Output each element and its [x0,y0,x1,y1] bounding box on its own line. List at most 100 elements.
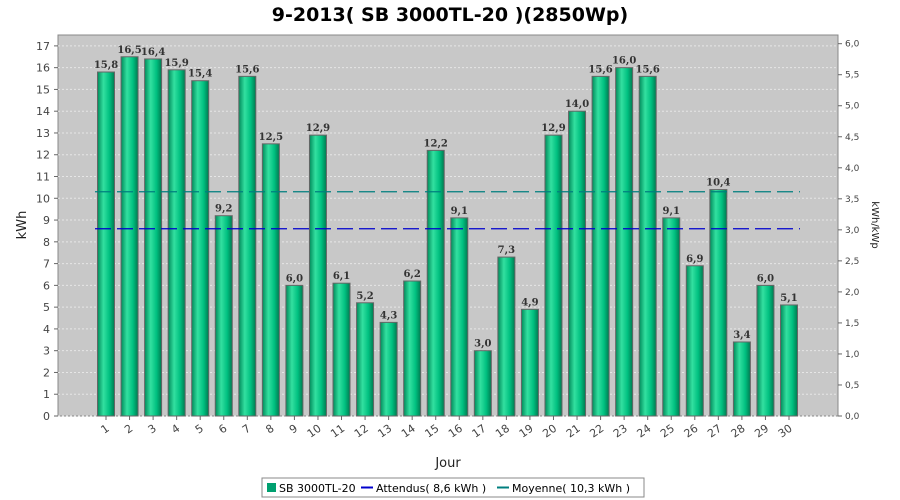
x-tick-label: 1 [99,422,112,437]
bar-value-label: 9,2 [215,204,232,215]
y-tick-label: 3 [43,345,50,358]
x-tick-label: 14 [399,422,418,441]
bar-value-label: 15,9 [164,58,188,69]
legend-label-average: Moyenne( 10,3 kWh ) [512,482,630,495]
y2-tick-label: 5,5 [845,71,859,81]
bar-value-label: 6,2 [403,269,420,280]
bar [615,67,634,417]
y-axis-label: kWh [15,211,30,240]
y2-tick-label: 1,0 [845,350,860,360]
bar [356,302,375,417]
bar [473,350,492,417]
x-tick-label: 17 [470,422,489,441]
y2-tick-label: 2,5 [845,257,859,267]
bar [238,75,257,417]
bar-value-label: 15,6 [588,64,612,75]
bar [756,284,775,417]
x-axis-label: Jour [434,456,461,471]
y-tick-label: 5 [43,301,50,314]
bar-value-label: 15,4 [188,69,212,80]
bar [167,69,186,417]
bar-value-label: 16,5 [117,45,141,56]
y2-tick-label: 4,5 [845,133,859,143]
bar [638,75,657,417]
plot-area [57,34,839,417]
bar-series [97,56,798,417]
x-tick-label: 18 [493,422,512,441]
y-tick-label: 9 [43,214,50,227]
bar [97,71,115,417]
x-tick-label: 9 [287,422,300,437]
bar-value-label: 5,2 [356,291,373,302]
y-tick-label: 1 [43,388,50,401]
x-tick-label: 3 [146,422,159,437]
bar-value-label: 12,9 [306,123,330,134]
x-tick-label: 10 [305,422,324,441]
bar-value-label: 5,1 [780,293,797,304]
bar [591,75,610,417]
x-axis-ticks: 1 2 3 4 5 6 7 8 9 10 11 12 13 14 15 16 17 18 19 20 21 22 23 24 2… [99,416,795,440]
y-tick-label: 4 [43,323,50,336]
x-tick-label: 26 [682,422,701,441]
y2-tick-label: 1,5 [845,319,859,329]
x-tick-label: 11 [328,422,347,441]
bar [732,341,751,417]
x-tick-label: 13 [375,422,394,441]
bar [308,134,327,417]
bar-value-label: 6,1 [333,271,350,282]
x-tick-label: 23 [611,422,630,441]
x-tick-label: 5 [193,422,206,437]
x-tick-label: 8 [263,422,276,437]
grid-lines [58,45,838,417]
y-tick-label: 10 [36,192,50,205]
y2-tick-label: 4,0 [845,164,860,174]
bar-value-label: 9,1 [663,206,680,217]
y2-tick-label: 0,5 [845,381,859,391]
bar-value-label: 9,1 [451,206,468,217]
legend-box [261,477,645,498]
legend-label-expected: Attendus( 8,6 kWh ) [376,482,486,495]
x-tick-label: 30 [776,422,795,441]
bar [568,110,587,417]
legend: SB 3000TL-20 Attendus( 8,6 kWh ) Moyenne… [261,477,645,498]
chart-title: 9-2013( SB 3000TL-20 )(2850Wp) [272,4,628,26]
bar [520,308,539,417]
x-tick-label: 19 [517,422,536,441]
x-tick-label: 4 [169,422,182,437]
y-tick-label: 16 [36,62,50,75]
x-tick-label: 21 [564,422,583,441]
bar-value-label: 3,0 [474,339,491,350]
y2-tick-label: 3,0 [845,226,860,236]
x-tick-label: 20 [540,422,559,441]
legend-label-bars: SB 3000TL-20 [279,482,356,495]
y-tick-label: 12 [36,149,50,162]
x-tick-label: 2 [122,422,135,437]
bar-value-label: 10,4 [706,178,730,189]
y2-axis-label: kWh/kWp [869,201,880,248]
bar [662,217,681,417]
x-tick-label: 15 [423,422,442,441]
bar-value-label: 16,4 [141,47,165,58]
bar [426,149,445,417]
y-tick-label: 6 [43,279,50,292]
bar [780,304,798,417]
x-tick-label: 24 [634,422,653,441]
bar [144,58,163,417]
y-tick-label: 17 [36,40,50,53]
bar-value-label: 15,6 [235,64,259,75]
x-tick-label: 25 [658,422,677,441]
x-tick-label: 27 [705,422,724,441]
bar [261,143,280,417]
y2-tick-label: 6,0 [845,40,860,50]
x-tick-label: 22 [587,422,606,441]
bar-value-labels: 15,8 16,5 16,415,915,4 9,2 15,6 12,5 6,0 12,9 6,… [94,45,798,350]
y-tick-label: 8 [43,236,50,249]
y-tick-label: 7 [43,258,50,271]
y-tick-label: 13 [36,127,50,140]
x-tick-label: 7 [240,422,253,437]
y-tick-label: 15 [36,83,50,96]
bar-value-label: 12,2 [424,138,448,149]
bar-value-label: 16,0 [612,56,636,67]
x-tick-label: 6 [216,422,229,437]
